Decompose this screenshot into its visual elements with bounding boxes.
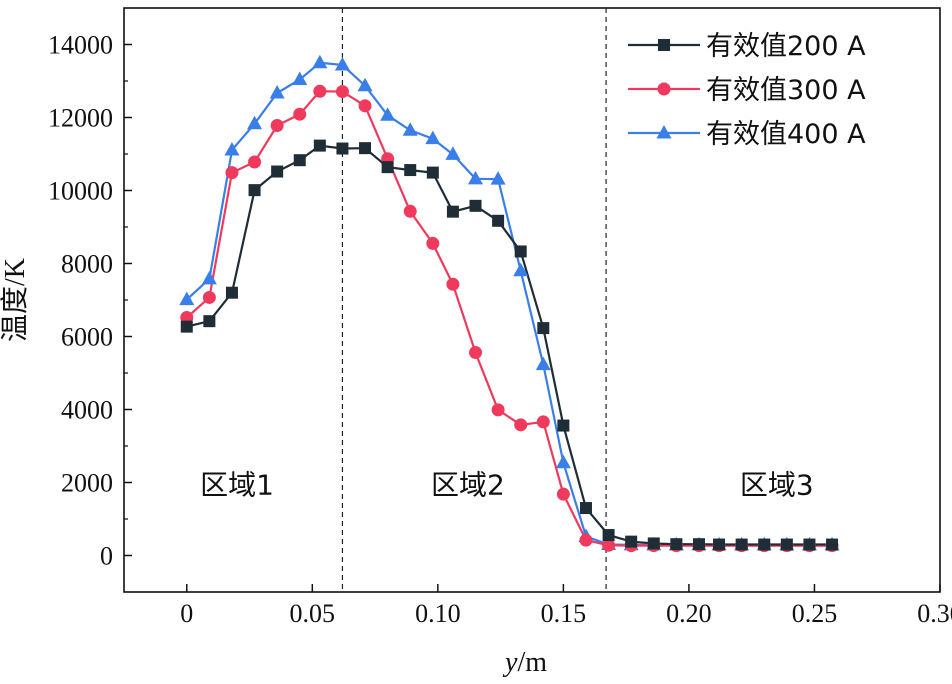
data-point — [602, 529, 615, 542]
x-tick-label: 0 — [180, 599, 193, 628]
data-point — [713, 538, 726, 551]
data-point — [735, 538, 748, 551]
data-point — [179, 291, 195, 306]
data-point — [202, 290, 216, 304]
data-point — [313, 139, 326, 152]
data-point — [247, 115, 263, 130]
data-point — [555, 454, 571, 469]
data-point — [535, 356, 551, 371]
data-point — [557, 419, 570, 432]
data-point — [492, 214, 505, 227]
legend-label: 有效值200 A — [706, 31, 866, 62]
data-point — [537, 322, 550, 335]
y-tick-label: 2000 — [61, 469, 113, 498]
data-point — [357, 77, 373, 92]
y-tick-label: 6000 — [61, 323, 113, 352]
data-point — [180, 320, 193, 333]
data-point — [293, 107, 307, 121]
data-point — [514, 418, 528, 432]
x-tick-label: 0.05 — [290, 599, 336, 628]
data-point — [446, 205, 459, 218]
data-point — [445, 146, 461, 160]
x-tick-label: 0.15 — [541, 599, 587, 628]
data-point — [225, 286, 238, 299]
data-point — [358, 99, 372, 113]
data-point — [491, 403, 505, 417]
data-point — [758, 538, 771, 551]
data-point — [625, 535, 638, 548]
y-tick-label: 14000 — [48, 31, 113, 60]
data-point — [803, 538, 816, 551]
data-point — [404, 164, 417, 177]
data-point — [312, 54, 328, 69]
y-tick-label: 4000 — [61, 396, 113, 425]
data-point — [403, 204, 417, 218]
x-tick-label: 0.25 — [792, 599, 838, 628]
data-point — [536, 415, 550, 429]
y-tick-label: 10000 — [48, 177, 113, 206]
legend-marker — [658, 39, 670, 51]
x-tick-label: 0.20 — [666, 599, 712, 628]
data-point — [647, 537, 660, 550]
legend-label: 有效值300 A — [706, 75, 866, 106]
data-point — [469, 199, 482, 212]
data-point — [380, 107, 396, 121]
data-point — [692, 538, 705, 551]
x-axis-unit: /m — [517, 647, 547, 678]
data-point — [225, 166, 239, 180]
region-label: 区域2 — [431, 468, 505, 501]
data-point — [248, 155, 262, 169]
region-label: 区域3 — [740, 468, 814, 501]
data-point — [514, 245, 527, 258]
data-point — [468, 170, 484, 185]
data-point — [446, 277, 460, 291]
data-point — [490, 171, 506, 185]
data-point — [513, 262, 529, 277]
data-point — [336, 142, 349, 155]
data-point — [579, 533, 593, 547]
data-point — [402, 122, 418, 136]
data-point — [269, 85, 285, 99]
data-point — [293, 154, 306, 167]
y-tick-label: 8000 — [61, 250, 113, 279]
legend-marker — [656, 125, 672, 139]
data-point — [670, 538, 683, 551]
data-point — [425, 130, 441, 145]
data-point — [248, 184, 261, 197]
data-point — [203, 315, 216, 328]
x-axis-var: y — [502, 647, 518, 678]
series-line — [186, 144, 832, 546]
x-tick-label: 0.30 — [917, 599, 952, 628]
x-tick-label: 0.10 — [415, 599, 461, 628]
data-point — [335, 85, 349, 99]
data-point — [271, 165, 284, 178]
data-point — [579, 502, 592, 515]
legend-marker — [657, 82, 671, 96]
data-point — [292, 71, 308, 86]
data-point — [359, 142, 372, 155]
legend-label: 有效值400 A — [706, 119, 866, 150]
data-point — [602, 538, 616, 552]
data-point — [334, 56, 350, 71]
data-point — [826, 538, 839, 551]
y-axis-title: 温度/K — [0, 258, 31, 342]
legend: 有效值200 A 有效值300 A 有效值400 A — [628, 31, 866, 150]
data-point — [780, 538, 793, 551]
data-point — [201, 270, 217, 285]
data-point — [224, 141, 240, 156]
x-axis-title: y/m — [502, 647, 547, 678]
region-label: 区域1 — [200, 468, 274, 501]
data-point — [381, 161, 394, 174]
data-point — [556, 487, 570, 501]
data-point — [426, 166, 439, 179]
y-tick-label: 12000 — [48, 104, 113, 133]
data-point — [426, 236, 440, 250]
data-point — [270, 119, 284, 133]
data-point — [469, 346, 483, 360]
y-tick-label: 0 — [100, 542, 113, 571]
series-line — [186, 90, 832, 547]
data-point — [313, 84, 327, 98]
